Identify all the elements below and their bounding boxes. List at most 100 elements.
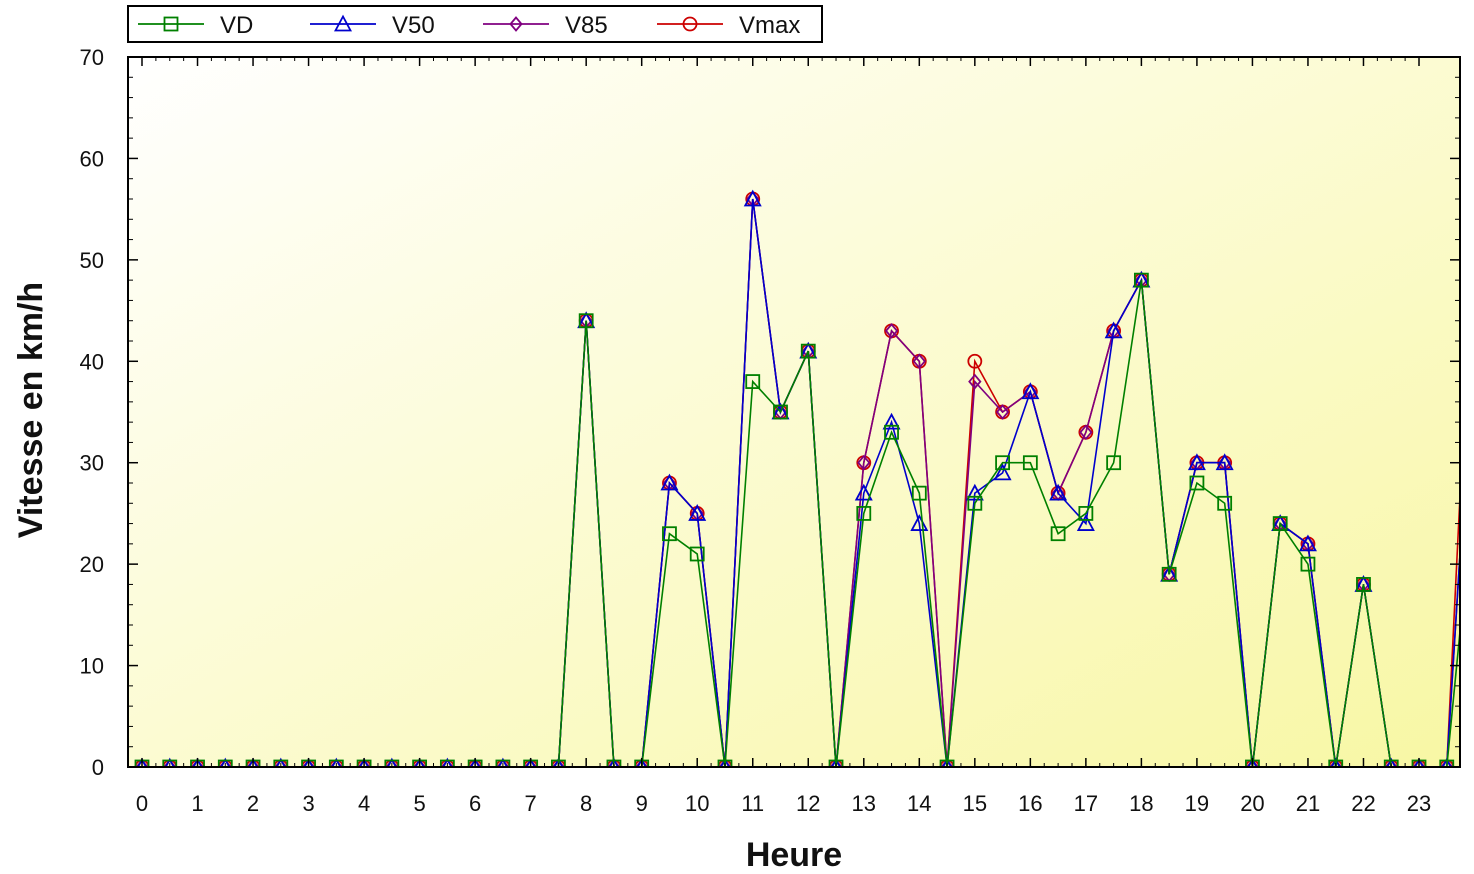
x-tick-label: 22 — [1351, 791, 1375, 816]
data-point-vd — [911, 485, 927, 501]
data-point-vd — [939, 759, 955, 767]
x-tick-label: 11 — [741, 791, 764, 816]
data-point-v50 — [688, 504, 707, 521]
x-tick-label: 4 — [358, 791, 370, 816]
data-point-v85 — [968, 373, 982, 390]
data-point-vd — [1328, 759, 1344, 767]
x-tick-label: 19 — [1185, 791, 1209, 816]
data-point-vd — [856, 506, 872, 521]
x-tick-label: 8 — [580, 791, 592, 816]
data-point-v50 — [1298, 534, 1317, 552]
y-tick-label: 60 — [80, 146, 104, 171]
data-point-vd — [717, 759, 733, 767]
x-tick-label: 5 — [413, 791, 425, 816]
y-tick-label: 40 — [80, 349, 104, 374]
data-point-vd — [217, 759, 233, 767]
data-point-vd — [551, 759, 566, 767]
plot-frame — [127, 56, 1461, 768]
y-tick-label: 10 — [80, 654, 104, 679]
data-point-vd — [1300, 556, 1316, 572]
y-tick-label: 0 — [92, 755, 104, 780]
x-tick-label: 9 — [636, 791, 648, 816]
x-tick-label: 15 — [963, 791, 987, 816]
x-tick-label: 10 — [685, 791, 709, 816]
x-tick-label: 3 — [302, 791, 314, 816]
legend-label-v50: V50 — [392, 12, 435, 39]
data-point-v50 — [1076, 514, 1095, 531]
x-tick-label: 14 — [907, 791, 931, 816]
data-point-vd — [328, 759, 344, 767]
data-point-vd — [1383, 759, 1399, 767]
y-tick-label: 30 — [80, 451, 104, 476]
x-tick-label: 21 — [1296, 791, 1320, 816]
legend: VD V50 V85 Vmax — [127, 5, 823, 43]
data-point-v50 — [1104, 321, 1123, 339]
y-tick-label: 70 — [80, 45, 104, 70]
data-point-vd — [1050, 526, 1066, 542]
data-point-vd — [689, 546, 705, 562]
data-point-v85 — [884, 322, 899, 339]
legend-marker-vd — [163, 16, 179, 32]
data-point-vd — [1439, 759, 1455, 767]
x-tick-label: 17 — [1074, 791, 1098, 816]
x-tick-label: 13 — [852, 791, 876, 816]
legend-label-vd: VD — [220, 12, 253, 39]
x-tick-label: 6 — [469, 791, 481, 816]
data-point-v50 — [660, 473, 679, 491]
data-point-vd — [967, 495, 983, 511]
data-point-vd — [995, 455, 1010, 471]
data-point-vd — [1272, 516, 1288, 531]
series-line-vd — [142, 280, 1460, 767]
data-point-v50 — [1187, 453, 1206, 471]
data-point-vd — [1133, 272, 1149, 288]
data-point-vd — [384, 759, 400, 767]
x-tick-label: 7 — [525, 791, 537, 816]
legend-marker-v85 — [509, 16, 523, 32]
data-point-v50 — [882, 412, 901, 430]
plot-area — [128, 57, 1460, 767]
x-tick-label: 20 — [1240, 791, 1264, 816]
data-point-vd — [1161, 566, 1177, 582]
data-point-vd — [745, 374, 761, 389]
legend-label-v85: V85 — [565, 12, 608, 39]
data-point-v50 — [1049, 483, 1068, 501]
data-point-vd — [578, 313, 594, 329]
legend-label-vmax: Vmax — [739, 12, 800, 39]
data-point-vd — [1217, 495, 1233, 511]
data-point-v50 — [743, 189, 762, 207]
x-tick-label: 1 — [191, 791, 203, 816]
y-axis-title: Vitesse en km/h — [12, 282, 50, 538]
x-axis-title: Heure — [746, 836, 842, 874]
data-point-vd — [1189, 475, 1205, 491]
data-point-v50 — [854, 483, 873, 501]
data-point-vd — [162, 759, 178, 767]
data-point-vd — [1356, 577, 1371, 592]
y-tick-label: 50 — [80, 248, 104, 273]
data-point-vd — [884, 424, 899, 440]
data-point-v85 — [912, 353, 926, 370]
data-point-v50 — [1021, 382, 1040, 400]
data-point-v85 — [995, 404, 1010, 420]
data-point-vd — [773, 404, 788, 420]
x-tick-label: 16 — [1018, 791, 1042, 816]
data-point-v50 — [993, 463, 1012, 481]
data-point-vd — [439, 759, 455, 767]
data-point-v50 — [1215, 453, 1234, 471]
x-tick-label: 12 — [796, 791, 820, 816]
data-point-vd — [273, 759, 289, 767]
x-tick-label: 23 — [1407, 791, 1431, 816]
data-point-vd — [606, 759, 622, 767]
data-point-vd — [495, 759, 511, 767]
data-point-vd — [662, 526, 677, 542]
legend-marker-vmax — [682, 16, 698, 32]
data-point-v50 — [965, 483, 984, 501]
y-tick-label: 20 — [80, 552, 104, 577]
data-point-vmax — [967, 353, 983, 369]
data-point-vd — [1106, 455, 1122, 471]
x-tick-label: 0 — [136, 791, 148, 816]
x-tick-label: 2 — [247, 791, 259, 816]
data-point-vd — [828, 759, 844, 767]
x-tick-label: 18 — [1129, 791, 1153, 816]
data-point-v85 — [857, 454, 871, 471]
